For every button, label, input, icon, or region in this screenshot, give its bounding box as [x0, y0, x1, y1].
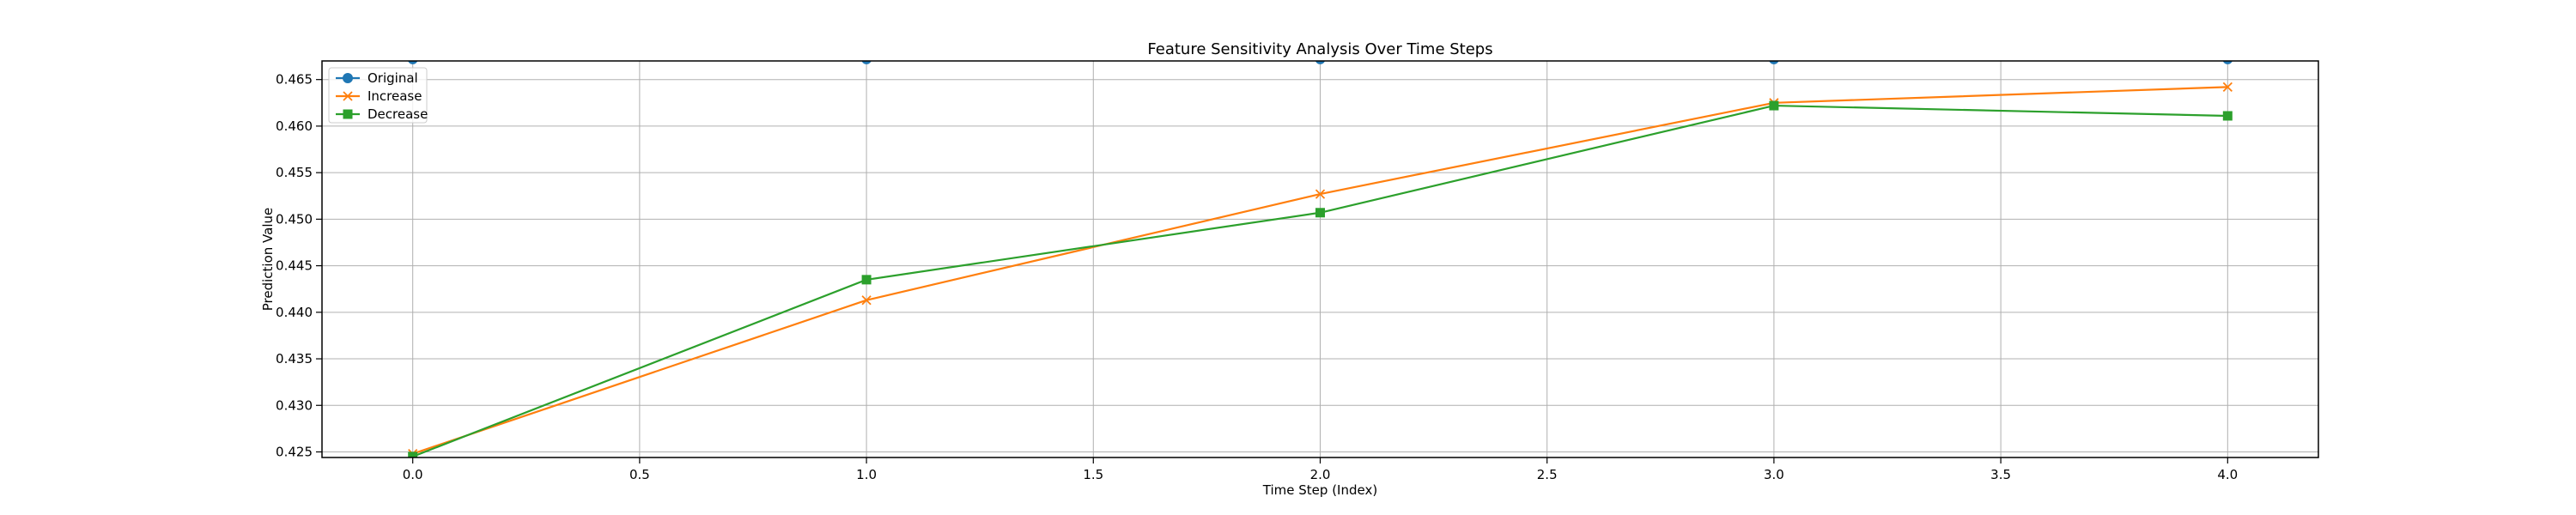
x-tick-label: 0.0: [403, 467, 423, 482]
y-axis-title: Prediction Value: [260, 208, 276, 311]
point-decrease: [408, 451, 418, 457]
x-tick-label: 2.5: [1537, 467, 1558, 482]
legend-marker-stroke: [343, 91, 353, 101]
x-tick-label: 4.0: [2217, 467, 2238, 482]
legend-item-increase: Increase: [336, 88, 422, 104]
x-axis-title: Time Step (Index): [1262, 482, 1377, 498]
y-tick-label: 0.435: [276, 351, 313, 367]
point-decrease: [1769, 100, 1779, 111]
legend-item-decrease: Decrease: [336, 106, 428, 122]
x-tick-label: 0.5: [629, 467, 650, 482]
y-tick-label: 0.460: [276, 118, 313, 134]
y-tick-label: 0.465: [276, 72, 313, 88]
legend: Original Increase Decrease: [328, 67, 428, 124]
point-increase-stroke: [1315, 189, 1326, 199]
legend-marker: [343, 109, 353, 119]
legend-marker: [343, 91, 353, 101]
x-tick-label: 1.5: [1083, 467, 1103, 482]
x-tick-label: 1.0: [856, 467, 877, 482]
legend-label: Increase: [368, 88, 422, 104]
legend-item-original: Original: [336, 70, 418, 86]
grid-lines: [322, 61, 2318, 457]
series-original: [408, 61, 2233, 64]
point-increase: [1315, 189, 1326, 199]
legend-box: [328, 67, 428, 124]
point-increase-stroke: [861, 295, 872, 306]
point-decrease: [2222, 111, 2233, 121]
x-axis: 0.0 0.5 1.0 1.5 2.0 2.5 3.0 3.5 4.0: [403, 457, 2238, 482]
point-original: [1315, 61, 1326, 64]
legend-marker: [343, 73, 353, 83]
point-increase-stroke: [2222, 82, 2233, 93]
point-original: [861, 61, 872, 64]
x-tick-label: 3.5: [1990, 467, 2011, 482]
x-tick-label: 2.0: [1310, 467, 1331, 482]
y-tick-label: 0.455: [276, 165, 313, 180]
y-tick-label: 0.425: [276, 444, 313, 459]
point-original: [2222, 61, 2233, 64]
y-tick-label: 0.430: [276, 397, 313, 413]
x-tick-label: 3.0: [1764, 467, 1784, 482]
series-layer: [408, 61, 2233, 457]
chart-title: Feature Sensitivity Analysis Over Time S…: [1147, 40, 1492, 58]
point-increase: [2222, 82, 2233, 93]
point-decrease: [861, 275, 872, 285]
point-original: [408, 61, 418, 64]
point-decrease: [1315, 208, 1325, 218]
y-tick-label: 0.440: [276, 305, 313, 320]
series-decrease: [408, 100, 2233, 457]
y-tick-label: 0.445: [276, 258, 313, 274]
y-axis: 0.425 0.430 0.435 0.440 0.445 0.450 0.455 0.460…: [276, 72, 322, 459]
point-original: [1769, 61, 1779, 64]
point-increase: [861, 295, 872, 306]
legend-label: Decrease: [368, 106, 428, 122]
legend-label: Original: [368, 70, 418, 86]
y-tick-label: 0.450: [276, 211, 313, 227]
